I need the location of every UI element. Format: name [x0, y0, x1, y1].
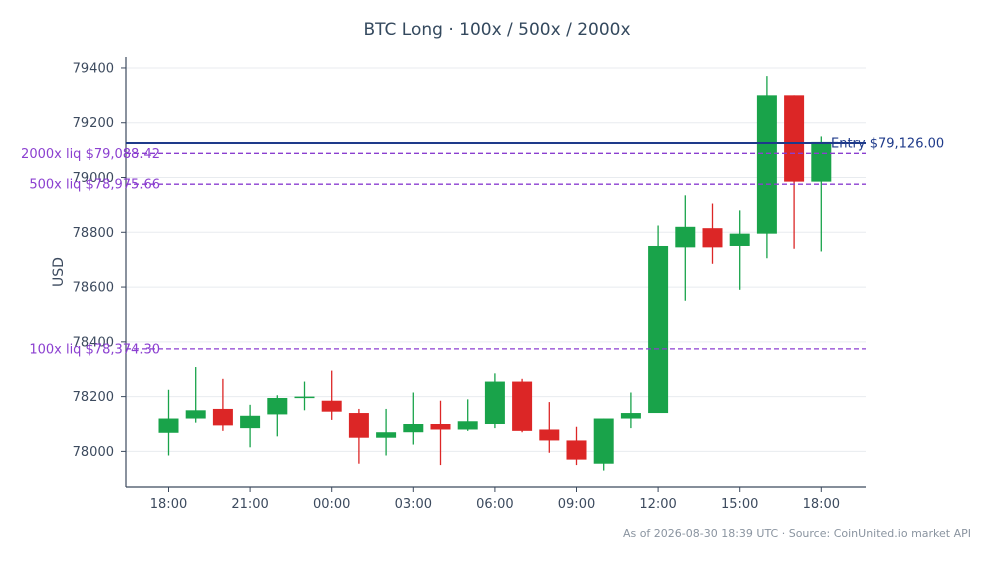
y-tick-label: 78200 [73, 390, 114, 405]
candle-body [729, 233, 750, 246]
x-tick-label: 15:00 [721, 497, 758, 512]
source-footnote: As of 2026-08-30 18:39 UTC · Source: Coi… [622, 527, 971, 540]
candle-body [348, 413, 369, 438]
candle-body [321, 400, 342, 412]
x-tick-label: 03:00 [395, 497, 432, 512]
liquidation-label: 2000x liq $79,088.42 [21, 147, 160, 162]
y-tick-label: 78400 [73, 335, 114, 350]
candle-body [702, 228, 723, 248]
y-tick-label: 78600 [73, 281, 114, 296]
x-tick-label: 09:00 [558, 497, 595, 512]
x-tick-label: 00:00 [313, 497, 350, 512]
candle-body [457, 421, 478, 430]
candle-body [593, 418, 614, 464]
candle-body [403, 424, 424, 433]
liquidation-label: 100x liq $78,374.30 [29, 342, 160, 357]
y-tick-label: 78800 [73, 226, 114, 241]
candle-body [484, 381, 505, 425]
candle-body [620, 413, 641, 419]
x-tick-label: 21:00 [231, 497, 268, 512]
candle-body [756, 95, 777, 234]
candle-body [158, 418, 179, 433]
x-tick-label: 06:00 [476, 497, 513, 512]
y-tick-label: 79200 [73, 116, 114, 131]
candle-body [430, 424, 451, 430]
entry-label: Entry $79,126.00 [831, 137, 944, 152]
y-tick-label: 79400 [73, 61, 114, 76]
candle-body [294, 396, 315, 399]
candle-body [811, 141, 832, 182]
candle-body [240, 415, 261, 429]
x-tick-label: 18:00 [150, 497, 187, 512]
chart-title: BTC Long · 100x / 500x / 2000x [363, 20, 631, 40]
candle-body [185, 410, 206, 419]
y-tick-label: 78000 [73, 445, 114, 460]
liquidation-label: 500x liq $78,975.66 [29, 178, 160, 193]
candle-body [212, 408, 233, 426]
y-axis-title: USD [51, 257, 67, 287]
candle-body [675, 226, 696, 248]
y-tick-label: 79000 [73, 171, 114, 186]
x-tick-label: 18:00 [803, 497, 840, 512]
candle-body [566, 440, 587, 460]
candle-body [539, 429, 560, 441]
x-tick-label: 12:00 [639, 497, 676, 512]
candle-body [267, 397, 288, 415]
candle-body [376, 432, 397, 438]
candle-body [784, 95, 805, 182]
candle-body [512, 381, 533, 431]
candle-body [648, 245, 669, 414]
